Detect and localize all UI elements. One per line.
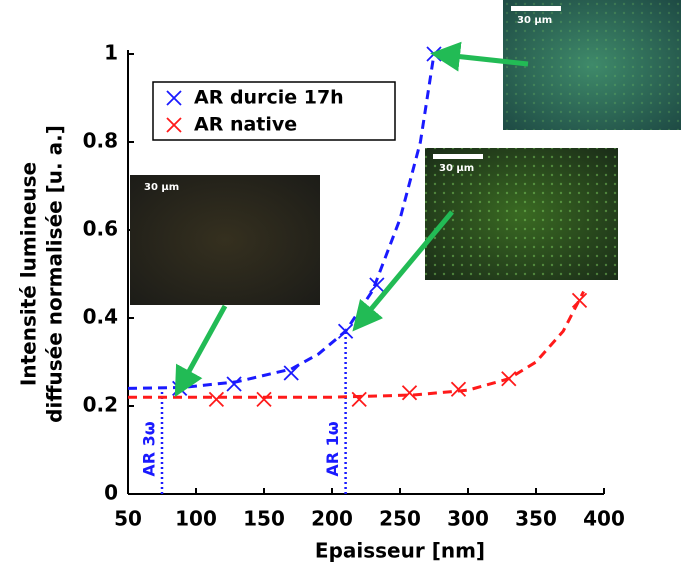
legend-box <box>152 81 396 141</box>
x-tick-label: 300 <box>447 507 489 531</box>
x-tick-label: 100 <box>175 507 217 531</box>
legend-label: AR native <box>194 114 297 136</box>
data-point <box>571 292 588 309</box>
y-tick-label: 0 <box>104 481 118 505</box>
data-point <box>256 391 272 408</box>
marker-stroke <box>351 391 367 408</box>
inset-image: 30 µm <box>130 175 320 305</box>
data-point <box>401 385 418 401</box>
marker-stroke <box>501 371 517 387</box>
inset-image: 30 µm <box>425 148 618 280</box>
legend-label: AR durcie 17h <box>194 87 344 109</box>
y-axis-label: Intensité lumineuse diffusée normalisée … <box>17 125 67 423</box>
marker-stroke <box>450 381 467 397</box>
marker-stroke <box>401 385 418 401</box>
marker-stroke <box>283 365 299 381</box>
data-point <box>208 391 225 408</box>
fit-curve <box>127 53 436 390</box>
scale-label: 30 µm <box>144 182 179 193</box>
x-axis-label: Epaisseur [nm] <box>315 539 485 563</box>
inset-texture <box>425 148 618 280</box>
legend: AR durcie 17h AR native <box>152 81 396 141</box>
arrow <box>174 304 228 398</box>
scale-label: 30 µm <box>439 163 474 174</box>
marker-stroke <box>571 292 588 309</box>
marker-stroke <box>337 323 354 339</box>
scale-label: 30 µm <box>517 15 552 26</box>
data-point <box>226 376 242 392</box>
arrow <box>352 210 454 332</box>
data-point <box>426 46 442 62</box>
data-point <box>283 365 299 381</box>
y-tick-label: 0.4 <box>83 305 118 329</box>
annotation: AR 1ω <box>323 421 342 476</box>
y-tick-label: 0.8 <box>83 129 118 153</box>
x-tick-label: 400 <box>583 507 625 531</box>
data-point <box>337 323 354 339</box>
fit-curve <box>128 290 585 399</box>
y-tick-label: 1 <box>104 41 118 65</box>
inset-bg <box>130 175 320 305</box>
data-point <box>501 371 517 387</box>
scale-bar <box>511 6 561 11</box>
legend-marker <box>166 117 182 133</box>
inset-texture <box>503 0 681 130</box>
data-point <box>351 391 367 408</box>
marker-stroke <box>226 376 242 392</box>
arrow <box>430 41 529 72</box>
marker-stroke <box>369 277 385 293</box>
marker-stroke <box>208 391 225 408</box>
legend-marker <box>166 90 182 106</box>
x-tick-label: 250 <box>379 507 421 531</box>
y-tick-label: 0.2 <box>83 393 118 417</box>
inset-image: 30 µm <box>503 0 681 130</box>
annotation: AR 3ω <box>140 421 159 476</box>
x-tick-label: 200 <box>311 507 353 531</box>
x-tick-label: 350 <box>515 507 557 531</box>
scale-bar <box>433 154 483 159</box>
x-tick-label: 50 <box>114 507 142 531</box>
y-axis-label-line: Intensité lumineuse <box>17 162 41 386</box>
marker-stroke <box>256 391 272 408</box>
data-point <box>369 277 385 293</box>
y-axis-label-line: diffusée normalisée [u. a.] <box>43 125 67 423</box>
y-tick-label: 0.6 <box>83 217 118 241</box>
x-tick-label: 150 <box>243 507 285 531</box>
data-point <box>450 381 467 397</box>
